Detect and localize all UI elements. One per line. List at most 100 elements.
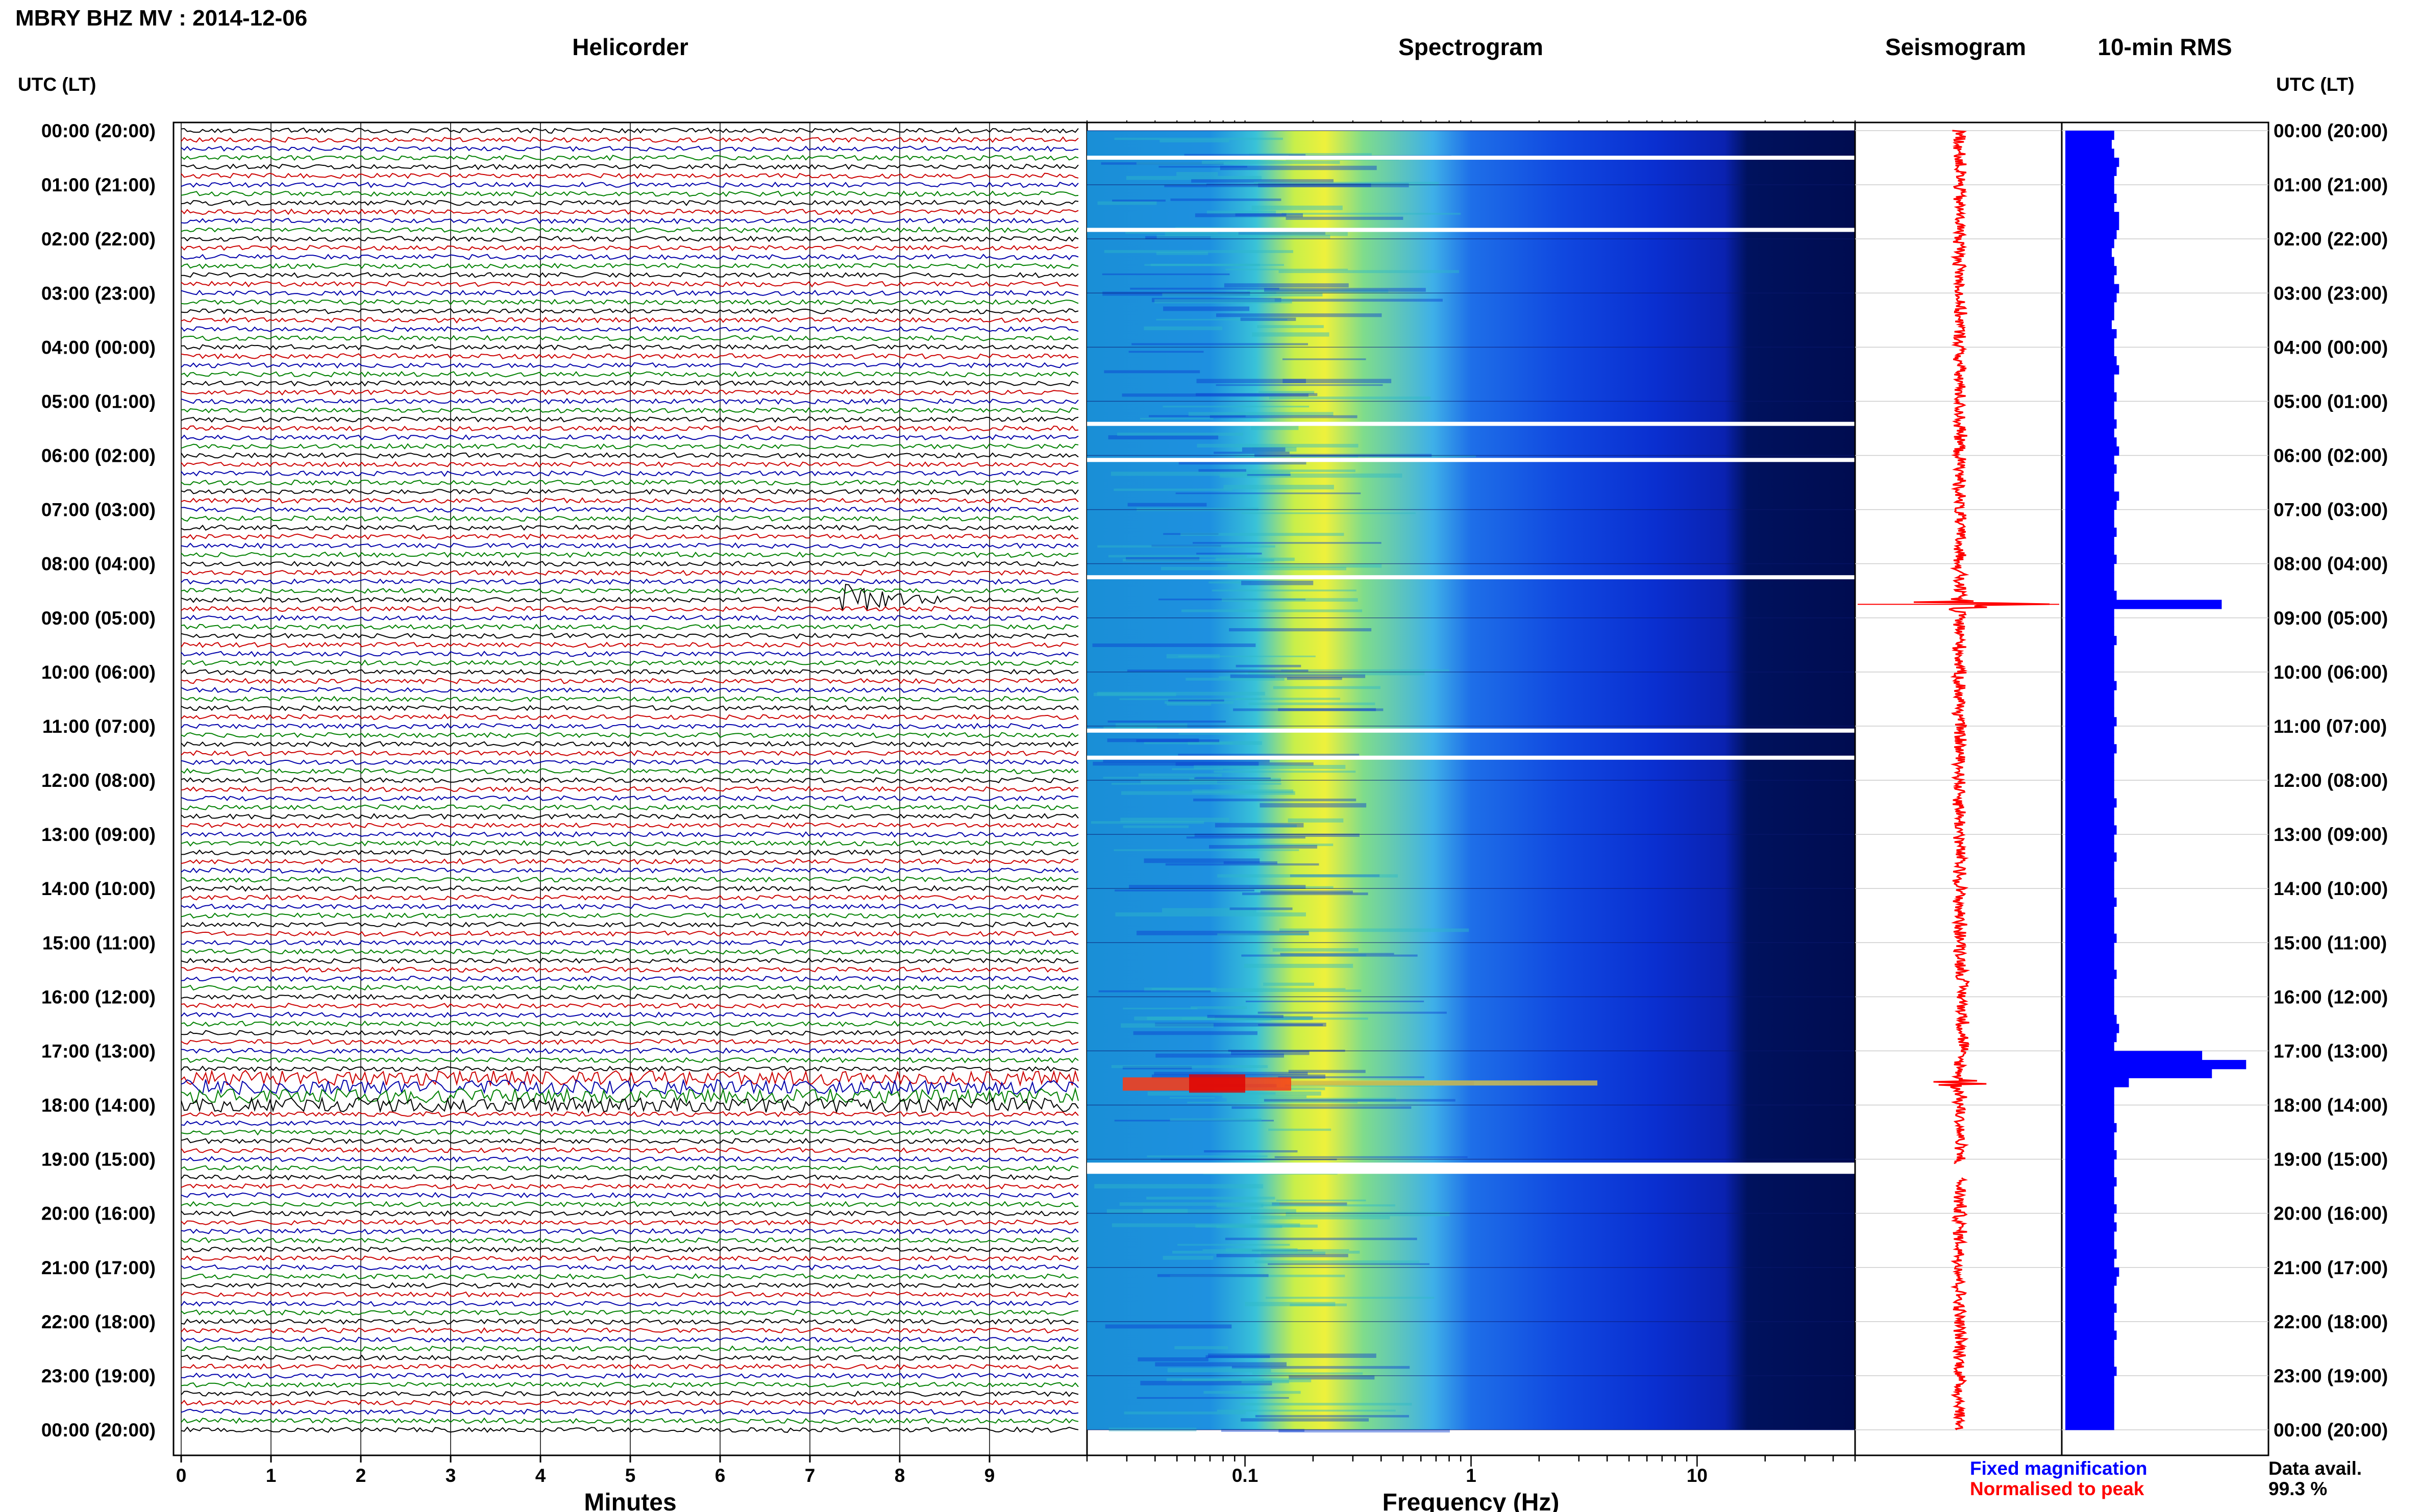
rms-bar	[2065, 1348, 2114, 1358]
rms-bar	[2065, 464, 2117, 474]
spectrogram-x-tick-label: 10	[1687, 1465, 1708, 1486]
helicorder-x-tick-label: 1	[266, 1465, 277, 1486]
rms-bar	[2065, 997, 2114, 1006]
rms-bar	[2065, 546, 2114, 555]
rms-bar	[2065, 212, 2119, 221]
rms-bar	[2065, 1267, 2119, 1277]
rms-bar	[2065, 1421, 2114, 1430]
rms-bar	[2065, 1231, 2114, 1241]
spectrogram-x-tick-label: 1	[1466, 1465, 1476, 1486]
helicorder-trace	[181, 858, 1079, 865]
data-avail-value: 99.3 %	[2268, 1478, 2327, 1499]
time-tick-right: 21:00 (17:00)	[2274, 1257, 2388, 1278]
time-tick-left: 10:00 (06:00)	[41, 662, 156, 683]
time-tick-right: 05:00 (01:00)	[2274, 391, 2388, 412]
rms-bar	[2065, 654, 2114, 663]
helicorder-trace	[181, 1011, 1079, 1019]
time-tick-left: 00:00 (20:00)	[41, 120, 156, 141]
helicorder-trace	[181, 822, 1079, 829]
helicorder-trace	[181, 407, 1079, 414]
helicorder-trace	[181, 930, 1079, 937]
time-tick-left: 05:00 (01:00)	[41, 391, 156, 412]
helicorder-x-tick-label: 6	[715, 1465, 726, 1486]
helicorder-trace	[181, 740, 1079, 748]
rms-bar	[2065, 789, 2114, 799]
helicorder-trace	[181, 1300, 1079, 1307]
rms-bar	[2065, 148, 2114, 158]
time-tick-right: 03:00 (23:00)	[2274, 283, 2388, 304]
rms-bar	[2065, 1402, 2114, 1412]
helicorder-x-tick-label: 5	[625, 1465, 636, 1486]
helicorder-trace	[181, 335, 1079, 342]
rms-bar	[2065, 473, 2114, 483]
helicorder-trace	[181, 1228, 1079, 1235]
helicorder-trace	[181, 1381, 1079, 1388]
helicorder-trace	[181, 948, 1079, 955]
rms-bar	[2065, 275, 2114, 285]
spectrogram-gap	[1087, 1162, 1855, 1174]
rms-title: 10-min RMS	[2097, 34, 2232, 60]
rms-bar	[2065, 1033, 2117, 1043]
rms-bar	[2065, 329, 2117, 339]
helicorder-trace	[181, 190, 1079, 197]
helicorder-trace	[181, 1087, 1079, 1105]
rms-bar	[2065, 518, 2114, 528]
helicorder-trace	[181, 1057, 1079, 1063]
helicorder-trace	[181, 1219, 1079, 1226]
helicorder-trace	[181, 795, 1079, 802]
helicorder-trace	[181, 380, 1079, 387]
rms-panel	[2061, 121, 2269, 1456]
rms-bar	[2065, 1222, 2117, 1232]
helicorder-trace	[181, 425, 1079, 432]
helicorder-trace	[181, 885, 1079, 892]
helicorder-trace	[181, 145, 1079, 152]
rms-bar	[2065, 600, 2222, 609]
rms-bar	[2065, 347, 2114, 357]
spectrogram-gap	[1087, 228, 1855, 232]
rms-bar	[2065, 1060, 2247, 1070]
rms-bar	[2065, 1384, 2114, 1394]
rms-bar	[2065, 1367, 2117, 1376]
helicorder-trace	[181, 840, 1079, 847]
helicorder-trace	[181, 903, 1079, 910]
time-tick-left: 04:00 (00:00)	[41, 337, 156, 358]
time-tick-left: 06:00 (02:00)	[41, 445, 156, 466]
rms-bar	[2065, 663, 2114, 673]
time-tick-right: 23:00 (19:00)	[2274, 1366, 2388, 1386]
helicorder-trace	[181, 244, 1079, 252]
helicorder-trace	[181, 271, 1079, 278]
rms-bar	[2065, 753, 2114, 763]
helicorder-trace	[181, 289, 1079, 296]
helicorder-trace	[181, 560, 1079, 567]
helicorder-trace	[181, 1096, 1079, 1114]
rms-bar	[2065, 401, 2114, 411]
rms-bar	[2065, 554, 2117, 564]
time-tick-right: 07:00 (03:00)	[2274, 500, 2388, 520]
rms-bar	[2065, 176, 2114, 185]
helicorder-trace	[181, 1183, 1079, 1190]
helicorder-trace	[181, 389, 1079, 396]
time-tick-left: 12:00 (08:00)	[41, 770, 156, 791]
time-tick-left: 20:00 (16:00)	[41, 1203, 156, 1224]
rms-bar	[2065, 933, 2117, 943]
rms-bar	[2065, 798, 2117, 808]
time-tick-left: 21:00 (17:00)	[41, 1257, 156, 1278]
helicorder-trace	[181, 723, 1079, 730]
rms-bar	[2065, 690, 2114, 700]
time-tick-left: 08:00 (04:00)	[41, 554, 156, 575]
rms-bar	[2065, 410, 2114, 420]
helicorder-trace	[181, 1417, 1079, 1424]
rms-bar	[2065, 1375, 2114, 1385]
rms-bar	[2065, 573, 2114, 582]
time-tick-left: 09:00 (05:00)	[41, 608, 156, 629]
rms-bar	[2065, 843, 2114, 853]
spectrogram-panel: 0.1 1 10	[1086, 120, 1856, 1486]
seismogram-trace	[1913, 130, 2050, 1430]
rms-bar	[2065, 681, 2117, 690]
rms-bar	[2065, 1213, 2114, 1223]
rms-bar	[2065, 672, 2114, 682]
rms-bar	[2065, 617, 2114, 627]
helicorder-trace	[181, 624, 1079, 630]
helicorder-trace	[181, 1192, 1079, 1199]
